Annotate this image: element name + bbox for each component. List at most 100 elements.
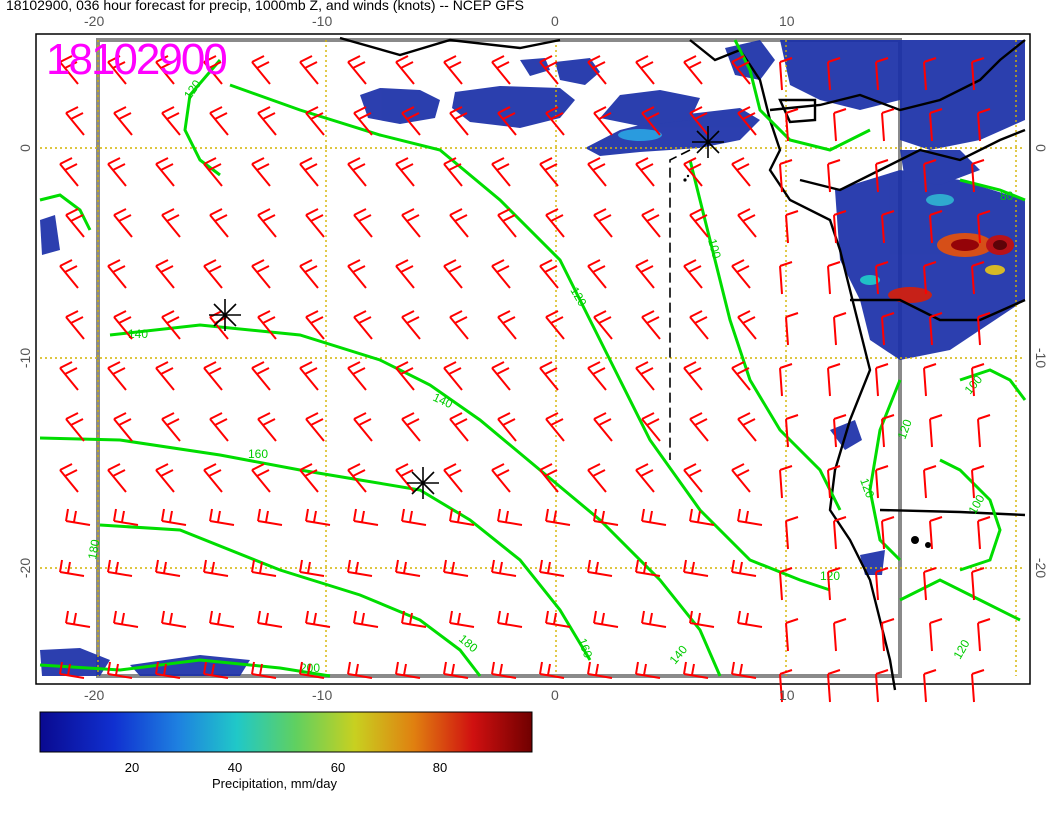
wind-barb — [299, 361, 319, 391]
wind-barb — [113, 610, 139, 628]
wind-barb — [881, 210, 895, 244]
wind-barb — [401, 310, 421, 340]
wind-barb — [779, 669, 793, 703]
contour-label: 120 — [895, 417, 915, 441]
wind-barb — [689, 310, 709, 340]
colorbar-tick: 40 — [228, 760, 242, 775]
page-title: 18102900, 036 hour forecast for precip, … — [6, 0, 524, 13]
wind-barb — [977, 618, 991, 652]
wind-barb — [779, 567, 793, 601]
wind-barb — [641, 310, 661, 340]
wind-barb — [113, 106, 133, 136]
wind-barb — [353, 310, 373, 340]
wind-barb — [635, 361, 655, 391]
wind-barb — [305, 508, 331, 526]
wind-barb — [449, 508, 475, 526]
wind-barb — [257, 610, 283, 628]
contour-east — [868, 379, 902, 562]
wind-barb — [209, 508, 235, 526]
wind-barb — [107, 463, 127, 493]
precip-blob — [360, 88, 440, 124]
wind-barb — [65, 310, 85, 340]
wind-barb — [875, 567, 889, 601]
wind-barb — [641, 208, 661, 238]
contour-nw — [39, 193, 92, 231]
wind-barb — [827, 465, 841, 499]
wind-barb — [977, 414, 991, 448]
wind-barb — [539, 361, 559, 391]
lon-tick-top: -20 — [84, 13, 104, 29]
precip-blob — [780, 40, 900, 110]
wind-barb — [635, 259, 655, 289]
wind-barb — [107, 55, 127, 85]
wind-barb — [875, 363, 889, 397]
wind-barb — [971, 363, 985, 397]
wind-barb — [353, 412, 373, 442]
wind-barb — [449, 412, 469, 442]
wind-barb — [977, 516, 991, 550]
wind-barb — [929, 312, 943, 346]
wind-barb — [971, 567, 985, 601]
contour-label: 120 — [820, 569, 840, 583]
precip-blob — [555, 58, 600, 85]
lat-tick-left: -20 — [17, 558, 33, 578]
colorbar-ticks: 20 40 60 80 — [125, 760, 447, 775]
wind-barb — [875, 669, 889, 703]
island-markers — [683, 174, 931, 548]
wind-barb — [545, 310, 565, 340]
wind-barb — [449, 310, 469, 340]
wind-barb — [155, 55, 175, 85]
lon-tick-bottom: 0 — [551, 687, 559, 703]
wind-barb — [59, 157, 79, 187]
wind-barb — [875, 465, 889, 499]
wind-barb — [827, 159, 841, 193]
wind-barb — [497, 610, 523, 628]
wind-barb — [635, 157, 655, 187]
wind-barb — [251, 559, 277, 577]
wind-barb — [545, 610, 571, 628]
wind-barb — [347, 259, 367, 289]
wind-barb — [977, 312, 991, 346]
wind-barb — [59, 259, 79, 289]
wind-barb — [689, 508, 715, 526]
wind-barb — [155, 559, 181, 577]
wind-barb — [59, 463, 79, 493]
wind-barb — [491, 559, 517, 577]
wind-barb — [395, 157, 415, 187]
wind-barb — [827, 567, 841, 601]
wind-barb — [305, 610, 331, 628]
wind-barb — [641, 610, 667, 628]
lat-tick-left: 0 — [17, 144, 33, 152]
wind-barb — [731, 55, 751, 85]
wind-barb — [929, 414, 943, 448]
wind-barb — [443, 661, 469, 679]
wind-barb — [539, 259, 559, 289]
wind-barb — [305, 106, 325, 136]
wind-barb — [785, 516, 799, 550]
wind-barb — [779, 261, 793, 295]
wind-barb — [539, 463, 559, 493]
wind-barb — [59, 559, 85, 577]
wind-barb — [443, 157, 463, 187]
wind-barb — [203, 259, 223, 289]
wind-barb — [65, 508, 91, 526]
wind-barb — [353, 508, 379, 526]
asterisk-marker — [407, 467, 439, 499]
wind-barb — [497, 310, 517, 340]
wind-barb — [395, 463, 415, 493]
wind-barb — [881, 516, 895, 550]
contour-label: 160 — [248, 447, 268, 461]
wind-barb — [737, 106, 757, 136]
wind-barb — [683, 55, 703, 85]
wind-barb — [785, 414, 799, 448]
wind-barb — [203, 55, 223, 85]
wind-barb — [155, 661, 181, 679]
wind-barb — [929, 108, 943, 142]
wind-barb — [347, 157, 367, 187]
wind-barb — [299, 157, 319, 187]
wind-barb — [827, 669, 841, 703]
contour-120 — [229, 83, 831, 592]
wind-barb — [113, 508, 139, 526]
wind-barb — [107, 559, 133, 577]
